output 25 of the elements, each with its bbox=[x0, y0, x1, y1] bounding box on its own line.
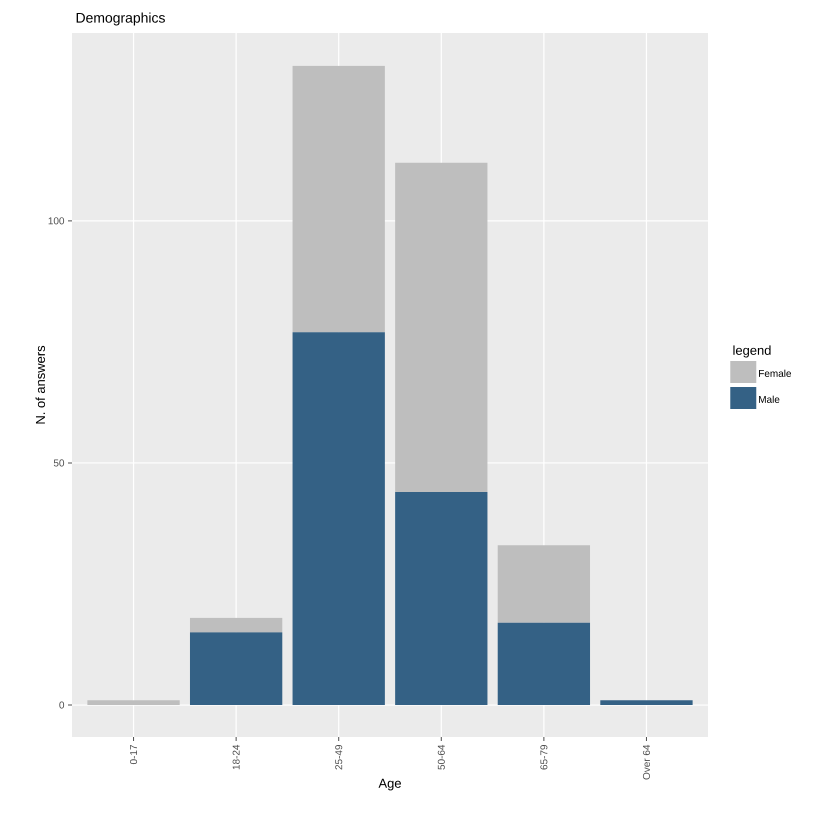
bar bbox=[292, 332, 385, 706]
x-tick-label: 25-49 bbox=[335, 744, 342, 770]
x-tick-label: 65-79 bbox=[540, 744, 548, 770]
bar bbox=[498, 622, 590, 706]
y-tick-label: 0 bbox=[59, 702, 64, 709]
bar bbox=[395, 492, 488, 706]
x-tick-label: 50-64 bbox=[438, 744, 445, 770]
x-tick-label: Over 64 bbox=[642, 744, 650, 780]
bar bbox=[498, 545, 590, 623]
legend-label: Female bbox=[759, 370, 792, 377]
x-tick-label: 18-24 bbox=[232, 744, 240, 770]
y-tick-label: 50 bbox=[54, 459, 64, 466]
chart-title: Demographics bbox=[76, 12, 165, 26]
bar bbox=[87, 700, 180, 706]
legend-title: legend bbox=[733, 345, 771, 358]
bar bbox=[292, 66, 385, 332]
bar bbox=[600, 700, 693, 706]
bar bbox=[190, 618, 282, 632]
legend-label: Male bbox=[759, 396, 780, 403]
x-tick-label: 0-17 bbox=[130, 745, 138, 764]
y-axis-title: N. of answers bbox=[36, 346, 46, 424]
bar bbox=[190, 632, 282, 706]
x-axis-title: Age bbox=[378, 778, 401, 790]
y-tick-label: 100 bbox=[48, 217, 64, 224]
bar bbox=[395, 162, 488, 492]
